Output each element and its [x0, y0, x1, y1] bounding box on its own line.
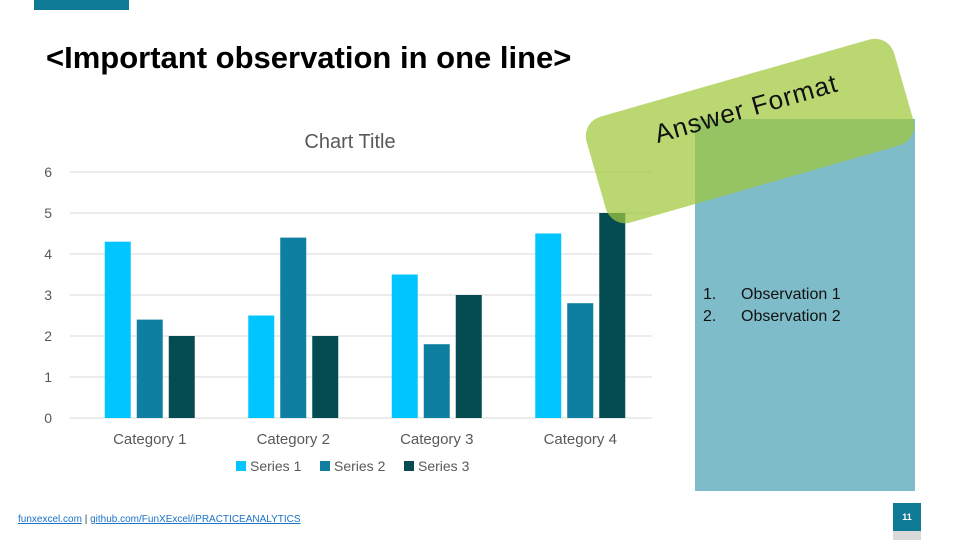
footer-link-github[interactable]: github.com/FunXExcel/iPRACTICEANALYTICS — [90, 514, 301, 525]
legend-label: Series 2 — [334, 458, 386, 474]
x-tick-label: Category 3 — [400, 431, 473, 448]
y-tick-label: 0 — [44, 410, 52, 426]
observation-item: 1. Observation 1 — [703, 284, 915, 306]
footer: funxexcel.com | github.com/FunXExcel/iPR… — [18, 514, 301, 525]
bar-series-3 — [168, 336, 195, 418]
x-tick-label: Category 1 — [113, 431, 186, 448]
y-tick-label: 5 — [44, 205, 52, 221]
bar-series-3 — [455, 295, 482, 418]
y-tick-label: 1 — [44, 369, 52, 385]
legend-label: Series 3 — [418, 458, 470, 474]
y-tick-label: 6 — [44, 164, 52, 180]
observation-number: 1. — [703, 286, 717, 303]
bar-series-2 — [567, 303, 594, 418]
observation-number: 2. — [703, 308, 717, 325]
footer-separator: | — [84, 514, 88, 525]
observation-text: Observation 2 — [741, 308, 841, 325]
bar-series-1 — [535, 233, 562, 418]
y-tick-label: 4 — [44, 246, 52, 262]
footer-link-funxexcel[interactable]: funxexcel.com — [18, 514, 82, 525]
bar-series-1 — [104, 241, 131, 418]
bar-series-1 — [248, 315, 275, 418]
page-number-badge: 11 — [893, 503, 921, 531]
bar-series-2 — [136, 319, 163, 418]
page-number-strip — [893, 531, 921, 540]
bar-series-2 — [280, 237, 307, 418]
legend-swatch — [236, 461, 246, 471]
observation-item: 2. Observation 2 — [703, 306, 915, 328]
observation-list: 1. Observation 1 2. Observation 2 — [695, 284, 915, 328]
observation-text: Observation 1 — [741, 286, 841, 303]
x-tick-label: Category 4 — [544, 431, 617, 448]
legend-swatch — [320, 461, 330, 471]
legend-label: Series 1 — [250, 458, 302, 474]
bar-series-3 — [312, 336, 339, 418]
x-tick-label: Category 2 — [257, 431, 330, 448]
bar-series-3 — [599, 213, 626, 418]
bar-series-2 — [423, 344, 450, 418]
y-tick-label: 3 — [44, 287, 52, 303]
legend-swatch — [404, 461, 414, 471]
bar-series-1 — [391, 274, 418, 418]
top-accent-bar — [34, 0, 129, 10]
y-tick-label: 2 — [44, 328, 52, 344]
chart-title: Chart Title — [304, 131, 395, 153]
slide-title: <Important observation in one line> — [46, 40, 572, 75]
